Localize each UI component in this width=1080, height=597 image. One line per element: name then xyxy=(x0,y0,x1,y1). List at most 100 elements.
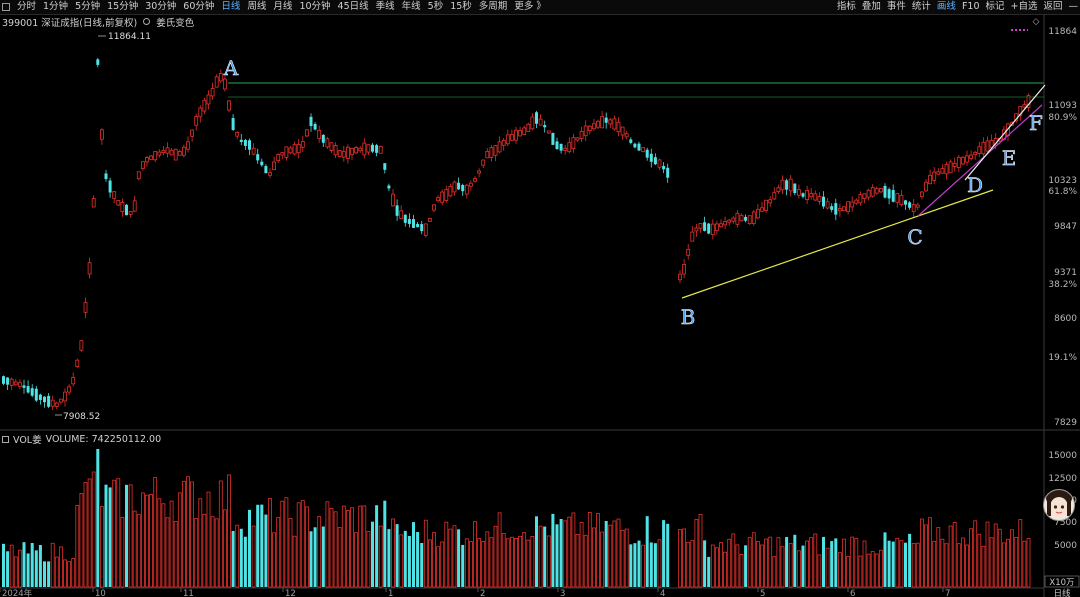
candle-body xyxy=(341,150,346,158)
volume-bar xyxy=(641,544,645,588)
assistant-avatar[interactable] xyxy=(1043,489,1075,521)
volume-bar xyxy=(915,542,920,588)
tool-menu-5[interactable]: F10 xyxy=(961,1,980,12)
candle-body xyxy=(34,388,38,401)
volume-bar xyxy=(448,528,453,588)
candle-body xyxy=(169,149,174,156)
candle-body xyxy=(423,223,428,236)
candle-body xyxy=(296,144,301,154)
volume-bar xyxy=(596,513,600,588)
time-axis-label: 7 xyxy=(945,589,950,597)
tool-menu-1[interactable]: 叠加 xyxy=(861,1,881,12)
volume-bar xyxy=(809,537,814,588)
volume-bar xyxy=(1018,519,1023,588)
volume-bar xyxy=(333,511,338,588)
time-axis-label: 5 xyxy=(760,589,765,597)
volume-bar xyxy=(489,537,494,588)
volume-header: VOL姜 VOLUME: 742250112.00 xyxy=(2,432,161,446)
period-tab-8[interactable]: 月线 xyxy=(273,1,293,12)
candle-body xyxy=(694,227,699,232)
volume-bar xyxy=(715,547,719,588)
candle-body xyxy=(218,72,223,82)
indicator-name[interactable]: 姜氏变色 xyxy=(156,17,195,29)
period-tab-2[interactable]: 5分钟 xyxy=(75,1,101,12)
tool-menu-7[interactable]: +自选 xyxy=(1010,1,1038,12)
volume-bar xyxy=(719,542,723,588)
period-tab-15[interactable]: 多周期 xyxy=(478,1,508,12)
tool-menu-8[interactable]: 返回 xyxy=(1043,1,1063,12)
candle-body xyxy=(313,123,317,130)
period-tab-6[interactable]: 日线 xyxy=(221,1,241,12)
volume-bar xyxy=(140,492,145,588)
minimize-icon[interactable]: — xyxy=(1068,1,1079,12)
volume-bar xyxy=(272,532,277,588)
volume-bar xyxy=(583,534,588,588)
tool-menu-2[interactable]: 事件 xyxy=(886,1,906,12)
volume-bar xyxy=(535,516,538,587)
candle-body xyxy=(948,161,953,174)
candle-body xyxy=(276,154,281,162)
volume-settings-icon[interactable] xyxy=(2,435,9,443)
candle-body xyxy=(874,188,879,194)
volume-bar xyxy=(895,537,900,588)
candle-body xyxy=(604,117,608,123)
tool-menu-4[interactable]: 画线 xyxy=(936,1,956,12)
tool-menu-6[interactable]: 标记 xyxy=(985,1,1005,12)
period-tab-16[interactable]: 更多 》 xyxy=(514,1,546,12)
time-axis-label: 2024年 xyxy=(2,588,33,597)
point-label-c: C xyxy=(907,225,922,249)
candle-body xyxy=(280,152,285,156)
candle-body xyxy=(973,151,978,155)
diamond-icon: ◇ xyxy=(1033,17,1040,27)
volume-bar xyxy=(457,529,461,587)
volume-bar xyxy=(231,530,235,587)
candle-body xyxy=(140,161,145,169)
volume-bar xyxy=(822,536,825,587)
period-tab-1[interactable]: 1分钟 xyxy=(43,1,69,12)
indicator-toggle-icon[interactable] xyxy=(143,18,151,25)
period-tab-3[interactable]: 15分钟 xyxy=(107,1,139,12)
volume-bar xyxy=(22,542,26,587)
volume-bar xyxy=(928,517,932,588)
candle-body xyxy=(887,189,891,199)
volume-bar xyxy=(264,514,268,587)
volume-bar xyxy=(116,478,121,588)
period-tab-11[interactable]: 季线 xyxy=(375,1,395,12)
candle-body xyxy=(243,140,247,146)
period-tab-0[interactable]: 分时 xyxy=(17,1,37,12)
tool-menu-0[interactable]: 指标 xyxy=(836,1,856,12)
candle-body xyxy=(161,150,166,153)
price-axis-label: 9371 xyxy=(1054,268,1077,278)
volume-bar xyxy=(973,520,978,588)
period-tab-5[interactable]: 60分钟 xyxy=(183,1,215,12)
candle-body xyxy=(337,150,342,157)
volume-bar xyxy=(194,518,199,588)
volume-bar xyxy=(248,509,251,587)
period-tab-10[interactable]: 45日线 xyxy=(337,1,369,12)
period-tab-4[interactable]: 30分钟 xyxy=(145,1,177,12)
volume-bar xyxy=(747,537,752,588)
period-tab-13[interactable]: 5秒 xyxy=(427,1,444,12)
tool-menu-3[interactable]: 统计 xyxy=(911,1,931,12)
volume-bar xyxy=(744,545,748,587)
candle-body xyxy=(198,107,203,118)
candle-body xyxy=(739,214,744,222)
candle-body xyxy=(427,217,432,222)
candle-body xyxy=(260,161,264,166)
layout-icon[interactable] xyxy=(2,3,10,11)
period-tab-12[interactable]: 年线 xyxy=(401,1,421,12)
candle-body xyxy=(181,146,186,156)
volume-bar xyxy=(345,510,350,588)
volume-bar xyxy=(834,538,838,587)
candle-body xyxy=(268,172,272,176)
period-tab-9[interactable]: 10分钟 xyxy=(299,1,331,12)
candle-body xyxy=(862,193,867,199)
candle-body xyxy=(719,223,723,228)
period-tab-14[interactable]: 15秒 xyxy=(450,1,472,12)
candle-body xyxy=(551,132,555,145)
candle-body xyxy=(883,185,887,198)
volume-bar xyxy=(944,543,949,588)
period-tab-7[interactable]: 周线 xyxy=(247,1,267,12)
volume-bar xyxy=(969,528,973,588)
